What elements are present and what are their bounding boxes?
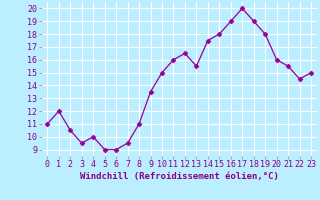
X-axis label: Windchill (Refroidissement éolien,°C): Windchill (Refroidissement éolien,°C) bbox=[80, 172, 279, 181]
